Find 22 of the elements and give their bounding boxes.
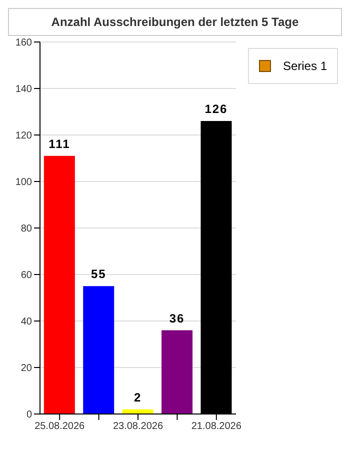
chart-title: Anzahl Ausschreibungen der letzten 5 Tage: [8, 8, 342, 36]
y-tick-label: 60: [20, 270, 32, 282]
data-label: 36: [169, 311, 185, 326]
bar: [83, 286, 114, 414]
data-label: 55: [90, 267, 106, 282]
y-tick-label: 160: [15, 38, 32, 49]
x-tick-label: 21.08.2026: [191, 421, 242, 432]
legend-box: Series 1: [248, 48, 338, 84]
bar: [162, 330, 193, 414]
y-tick-label: 140: [15, 84, 32, 96]
y-tick-label: 120: [15, 130, 32, 142]
y-tick-label: 80: [20, 224, 32, 235]
y-tick-label: 20: [20, 363, 32, 374]
y-tick-label: 40: [20, 316, 32, 328]
data-label: 111: [48, 136, 70, 151]
data-label: 126: [204, 102, 228, 116]
bar: [44, 156, 75, 414]
y-tick-label: 0: [26, 410, 32, 421]
y-tick-label: 100: [15, 177, 32, 188]
data-label: 2: [134, 390, 142, 404]
x-tick-label: 25.08.2026: [34, 421, 86, 432]
x-tick-label: 23.08.2026: [112, 421, 164, 432]
